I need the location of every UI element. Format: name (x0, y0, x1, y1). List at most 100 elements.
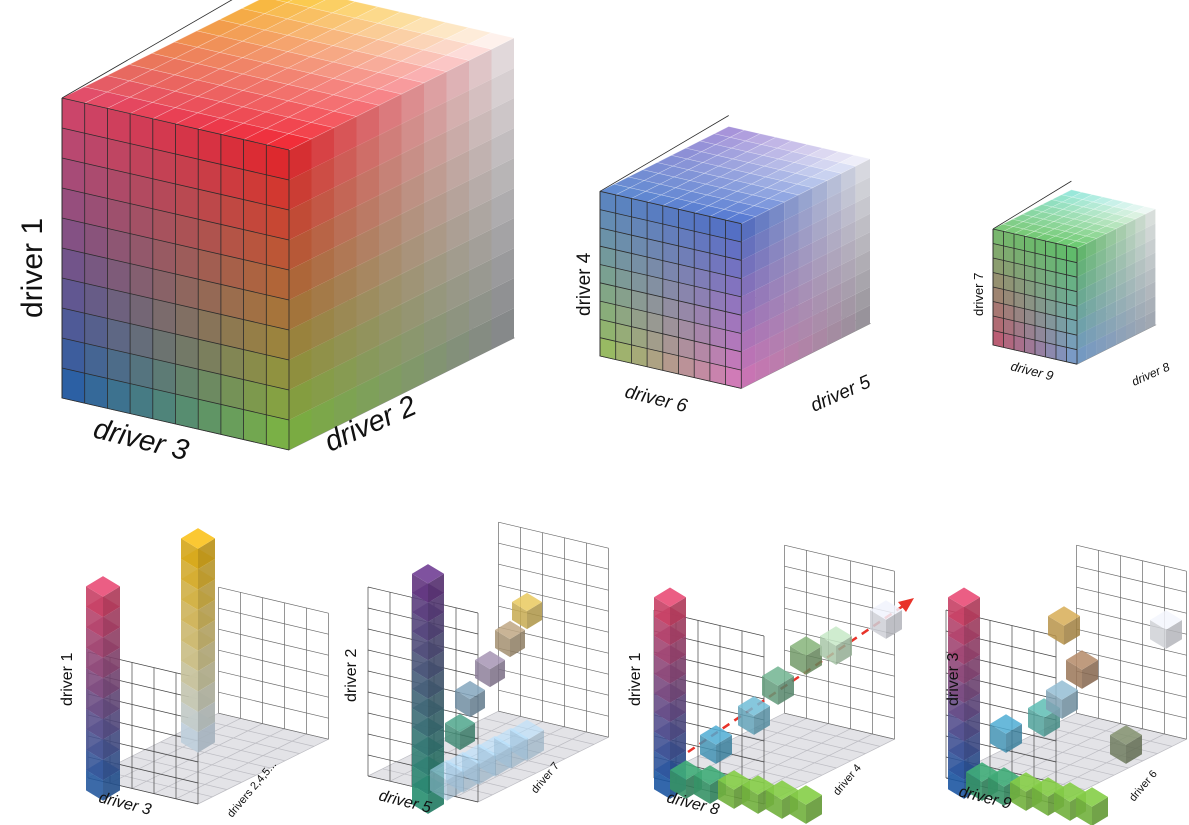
cube-driver-7-8-9 (991, 180, 1157, 365)
cube-left-cell (1045, 284, 1056, 302)
cube-left-cell (175, 364, 199, 400)
cube-right-cell (379, 94, 402, 136)
cube-left-cell (107, 108, 131, 144)
cube-left-cell (1024, 294, 1035, 312)
cube-left-cell (662, 224, 679, 246)
cube-right-cell (424, 191, 447, 233)
cube-left-cell (130, 323, 153, 359)
cube-right-cell (827, 301, 842, 327)
cube-right-cell (827, 191, 842, 218)
cube-left-cell (694, 267, 710, 290)
cube-left-cell (1035, 340, 1046, 357)
cube-left-cell (175, 214, 199, 250)
panel-1-column-driver-1 (86, 576, 120, 618)
cube-left-cell (993, 243, 1004, 261)
cube-left-cell (175, 394, 199, 430)
cube-left-cell (678, 209, 695, 232)
cube-left-cell (1035, 253, 1046, 270)
cube-left-cell (993, 229, 1004, 246)
cube-left-cell (1056, 243, 1067, 261)
cube-right-cell (827, 228, 842, 254)
panel-2-label-vertical: driver 2 (343, 649, 360, 702)
cube-left-cell (725, 256, 742, 279)
cube-left-cell (62, 248, 85, 284)
cube-left-cell (647, 257, 663, 279)
cube-right-cell (311, 337, 334, 379)
cube-right-cell (741, 362, 756, 389)
cube-right-cell (812, 198, 828, 225)
cube-right-cell (1145, 209, 1156, 229)
cube-right-cell (491, 38, 514, 80)
cube-left-cell (615, 341, 632, 364)
cube-right-cell (469, 319, 492, 361)
cube-right-cell (356, 345, 379, 387)
cube-left-cell (662, 205, 679, 228)
cube-left-cell (62, 308, 85, 344)
cube-right-cell (1116, 296, 1126, 316)
cube-right-cell (1116, 252, 1126, 273)
cube-left-cell (1056, 272, 1067, 290)
cube-right-cell (1135, 286, 1146, 306)
cube-left-cell (107, 348, 131, 384)
panel-4-block (1066, 650, 1098, 689)
panel-driver-1-3 (86, 528, 329, 805)
cube-left-cell (1014, 248, 1025, 266)
cube-right-cell (446, 180, 469, 222)
cube-left-cell (152, 328, 176, 364)
cube-right-cell (401, 112, 424, 154)
cube-right-cell (841, 166, 856, 192)
cube-right-cell (424, 71, 447, 113)
cube-right-cell (1145, 223, 1156, 243)
cube-left-cell (266, 234, 289, 270)
cube-right-cell (356, 225, 379, 267)
cube-left-cell (615, 268, 632, 290)
cube-right-cell (841, 221, 856, 247)
cube-right-cell (424, 311, 447, 353)
cube-left-cell (84, 193, 108, 229)
label-driver-7: driver 7 (971, 273, 986, 316)
panel-1-column-driver-3 (181, 528, 215, 570)
cube-left-cell (152, 268, 176, 304)
cube-right-cell (812, 326, 828, 353)
cube-right-cell (769, 348, 785, 374)
cube-left-cell (1003, 332, 1014, 350)
cube-right-cell (798, 187, 813, 214)
cube-left-cell (631, 235, 648, 257)
cube-left-cell (662, 315, 679, 338)
cube-left-cell (1003, 318, 1014, 336)
label-driver-4: driver 4 (574, 252, 595, 316)
cube-right-cell (356, 375, 379, 417)
panel-4-block (1150, 610, 1182, 649)
cube-right-cell (798, 224, 813, 250)
cube-right-cell (1086, 252, 1097, 273)
cube-left-cell (198, 309, 221, 345)
cube-left-cell (647, 348, 663, 371)
cube-left-cell (175, 304, 199, 340)
cube-right-cell (1135, 213, 1146, 234)
cube-left-cell (84, 283, 108, 319)
cube-right-cell (741, 271, 756, 297)
cube-right-cell (1106, 257, 1117, 277)
cube-left-cell (709, 308, 726, 330)
cube-right-cell (446, 330, 469, 372)
cube-left-cell (107, 258, 131, 294)
cube-right-cell (812, 180, 828, 206)
cube-right-cell (469, 229, 492, 271)
cube-left-cell (725, 311, 742, 334)
cube-right-cell (491, 98, 514, 140)
cube-left-cell (694, 286, 710, 308)
cube-right-cell (741, 234, 756, 261)
cube-right-cell (1116, 267, 1126, 287)
cube-right-cell (1086, 310, 1097, 331)
cube-right-cell (1106, 228, 1117, 248)
cube-left-cell (678, 337, 695, 360)
cube-right-cell (827, 319, 842, 346)
cube-right-cell (1077, 330, 1087, 350)
cube-left-cell (266, 204, 289, 240)
cube-left-cell (1014, 233, 1025, 251)
panel-4-column-driver-3 (948, 587, 980, 627)
cube-right-cell (491, 188, 514, 230)
cube-left-cell (1056, 286, 1067, 304)
cube-right-cell (334, 386, 357, 428)
cube-right-cell (424, 341, 447, 383)
